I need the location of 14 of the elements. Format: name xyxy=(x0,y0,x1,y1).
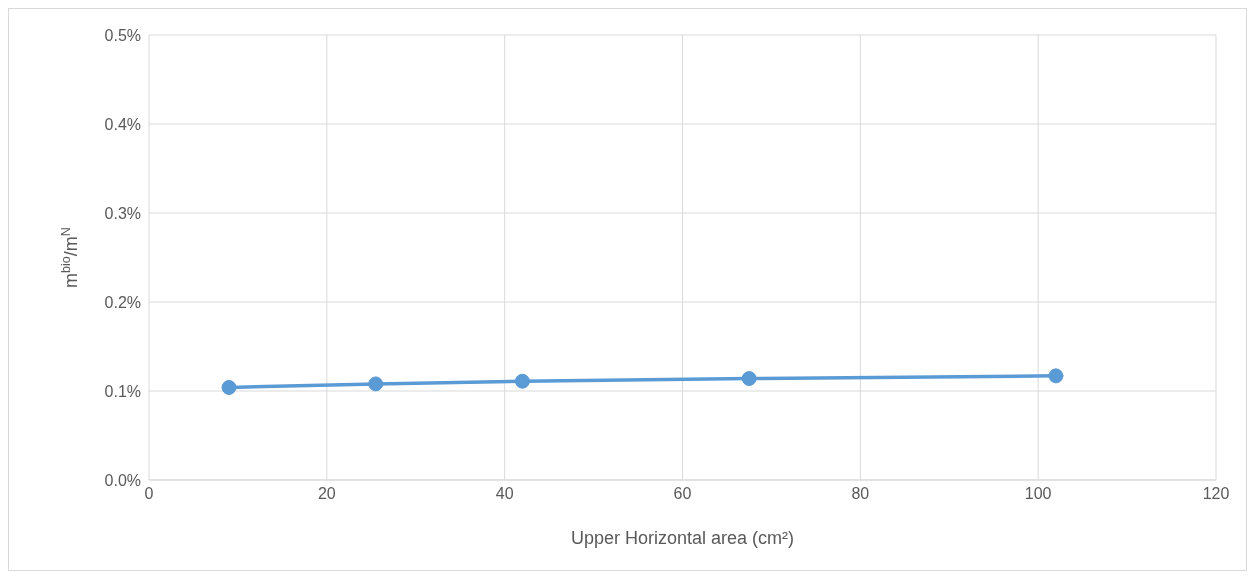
y-tick-label: 0.1% xyxy=(104,382,141,400)
y-tick-label: 0.0% xyxy=(104,471,141,489)
x-tick-label: 120 xyxy=(1202,485,1230,503)
x-tick-label: 100 xyxy=(1024,485,1052,503)
y-tick-label: 0.3% xyxy=(104,204,141,222)
y-tick-label: 0.4% xyxy=(104,115,141,133)
y-tick-label: 0.5% xyxy=(104,26,141,44)
x-tick-label: 40 xyxy=(495,485,514,503)
x-tick-label: 20 xyxy=(317,485,336,503)
x-tick-label: 80 xyxy=(851,485,870,503)
x-tick-label: 0 xyxy=(144,485,154,503)
y-tick-label: 0.2% xyxy=(104,293,141,311)
x-axis-title: Upper Horizontal area (cm²) xyxy=(570,528,795,548)
x-tick-label: 60 xyxy=(673,485,692,503)
